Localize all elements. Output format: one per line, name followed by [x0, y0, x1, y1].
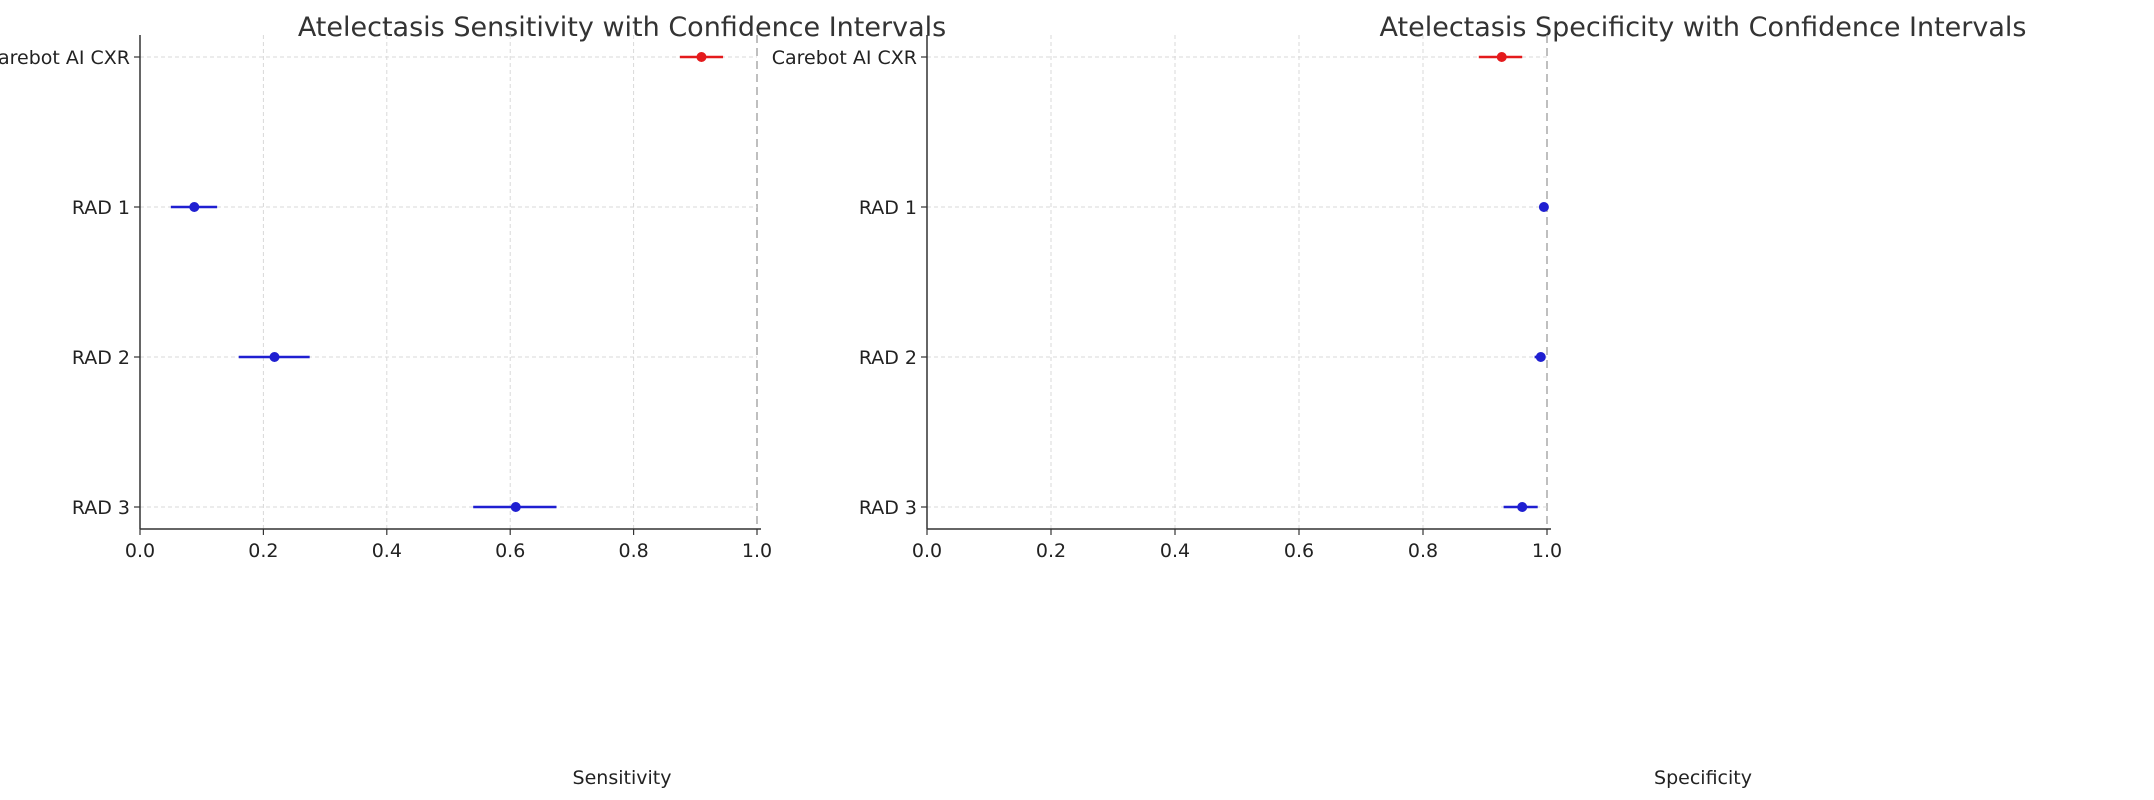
- specificity-grid: [927, 35, 1548, 529]
- sensitivity-x-ticks: 0.0 0.2 0.4 0.6 0.8 1.0: [125, 529, 772, 562]
- specificity-y-tick-label-rad-2: RAD 2: [859, 347, 917, 369]
- sensitivity-x-tick-label-2: 0.4: [372, 540, 402, 562]
- sensitivity-point-rad-3: [510, 502, 521, 512]
- specificity-chart-title: Atelectasis Specificity with Confidence …: [1380, 12, 2027, 43]
- specificity-point-carebot-ai-cxr: [1496, 52, 1507, 62]
- specificity-point-rad-3: [1517, 502, 1528, 512]
- sensitivity-point-rad-2: [269, 352, 280, 362]
- specificity-y-tick-label-rad-3: RAD 3: [859, 497, 917, 519]
- sensitivity-x-tick-label-0: 0.0: [125, 540, 155, 562]
- sensitivity-x-tick-label-1: 0.2: [248, 540, 278, 562]
- specificity-point-rad-2: [1535, 352, 1546, 362]
- specificity-axes-frame: [926, 35, 1551, 530]
- sensitivity-x-tick-label-4: 0.8: [618, 540, 648, 562]
- sensitivity-x-tick-label-3: 0.6: [495, 540, 525, 562]
- specificity-y-tick-label-rad-1: RAD 1: [859, 197, 917, 219]
- specificity-y-ticks: Carebot AI CXR RAD 1 RAD 2 RAD 3: [772, 47, 927, 519]
- sensitivity-grid: [140, 35, 758, 529]
- specificity-x-tick-label-1: 0.2: [1036, 540, 1066, 562]
- sensitivity-y-tick-label-rad-1: RAD 1: [72, 197, 130, 219]
- sensitivity-x-axis-label: Sensitivity: [573, 767, 672, 789]
- sensitivity-y-tick-label-rad-2: RAD 2: [72, 347, 130, 369]
- sensitivity-point-rad-1: [189, 202, 200, 212]
- specificity-x-tick-label-2: 0.4: [1160, 540, 1190, 562]
- specificity-x-tick-label-3: 0.6: [1284, 540, 1314, 562]
- sensitivity-axes-frame: [139, 35, 761, 530]
- sensitivity-chart-title: Atelectasis Sensitivity with Confidence …: [298, 12, 946, 43]
- specificity-y-tick-label-carebot-ai-cxr: Carebot AI CXR: [772, 47, 917, 69]
- specificity-panel: Atelectasis Specificity with Confidence …: [772, 12, 2027, 789]
- sensitivity-y-tick-label-rad-3: RAD 3: [72, 497, 130, 519]
- specificity-x-tick-label-4: 0.8: [1408, 540, 1438, 562]
- specificity-point-rad-1: [1538, 202, 1549, 212]
- sensitivity-x-tick-label-5: 1.0: [742, 540, 772, 562]
- sensitivity-marks: [170, 52, 724, 512]
- sensitivity-y-tick-label-carebot-ai-cxr: Carebot AI CXR: [0, 47, 130, 69]
- specificity-x-axis-label: Specificity: [1654, 767, 1752, 789]
- sensitivity-panel: Atelectasis Sensitivity with Confidence …: [0, 12, 946, 789]
- specificity-x-ticks: 0.0 0.2 0.4 0.6 0.8 1.0: [912, 529, 1562, 562]
- specificity-marks: [1478, 52, 1549, 512]
- sensitivity-y-ticks: Carebot AI CXR RAD 1 RAD 2 RAD 3: [0, 47, 140, 519]
- sensitivity-point-carebot-ai-cxr: [696, 52, 707, 62]
- specificity-x-tick-label-5: 1.0: [1532, 540, 1562, 562]
- specificity-x-tick-label-0: 0.0: [912, 540, 942, 562]
